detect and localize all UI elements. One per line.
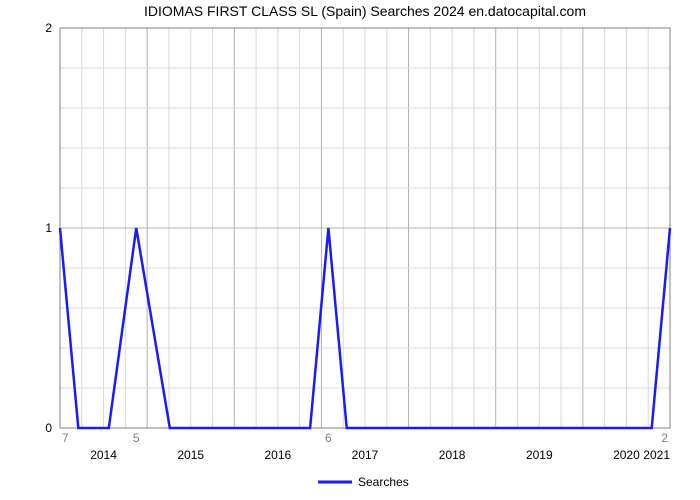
x-tick-3: 2017 — [352, 448, 379, 462]
x-axis-labels: 2014 2015 2016 2017 2018 2019 2020 2021 — [90, 448, 670, 462]
x-tick-7: 2021 — [643, 448, 670, 462]
x-tick-1: 2015 — [177, 448, 204, 462]
legend: Searches — [318, 475, 409, 489]
pt-label-3: 2 — [661, 431, 668, 445]
x-tick-0: 2014 — [90, 448, 117, 462]
x-tick-5: 2019 — [526, 448, 553, 462]
y-axis-labels: 0 1 2 — [45, 21, 52, 435]
data-point-labels: 7 5 6 2 — [62, 431, 668, 445]
x-tick-6: 2020 — [613, 448, 640, 462]
y-tick-1: 1 — [45, 221, 52, 235]
x-tick-4: 2018 — [439, 448, 466, 462]
pt-label-0: 7 — [62, 431, 69, 445]
x-tick-2: 2016 — [265, 448, 292, 462]
y-tick-0: 0 — [45, 421, 52, 435]
pt-label-2: 6 — [325, 431, 332, 445]
plot-area: 0 1 2 2014 2015 2016 2017 2018 2019 2020… — [45, 21, 670, 462]
searches-line-chart: IDIOMAS FIRST CLASS SL (Spain) Searches … — [0, 0, 700, 500]
y-tick-2: 2 — [45, 21, 52, 35]
chart-container: IDIOMAS FIRST CLASS SL (Spain) Searches … — [0, 0, 700, 500]
pt-label-1: 5 — [133, 431, 140, 445]
legend-label: Searches — [358, 475, 409, 489]
chart-title: IDIOMAS FIRST CLASS SL (Spain) Searches … — [144, 3, 586, 19]
